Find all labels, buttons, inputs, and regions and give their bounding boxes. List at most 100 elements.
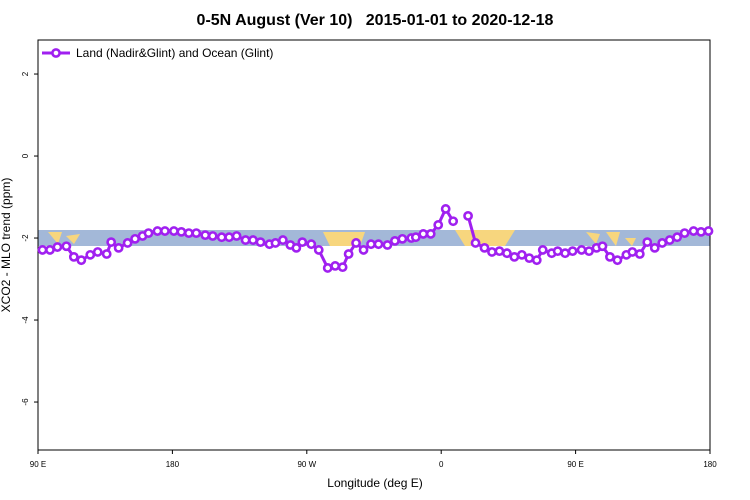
data-point (152, 226, 163, 236)
data-point (191, 228, 202, 239)
data-point (200, 230, 211, 241)
data-point (207, 231, 218, 241)
data-point (337, 262, 348, 273)
data-point (240, 235, 251, 245)
x-axis-label: Longitude (deg E) (327, 476, 422, 490)
data-point (343, 249, 354, 259)
data-point (322, 263, 333, 273)
data-point (76, 255, 87, 266)
y-tick-label: -2 (21, 234, 30, 242)
x-tick-label: 90 E (30, 460, 46, 469)
data-point (176, 226, 187, 237)
data-point (330, 261, 341, 271)
data-point (696, 226, 706, 237)
data-point (270, 238, 281, 248)
data-point (122, 238, 133, 248)
data-point (297, 237, 308, 248)
x-tick-label: 180 (703, 460, 717, 469)
data-point (516, 249, 527, 260)
y-axis-label: XCO2 - MLO trend (ppm) (0, 178, 13, 313)
chart-title: 0-5N August (Ver 10) 2015-01-01 to 2020-… (197, 12, 554, 29)
data-point (524, 253, 535, 264)
data-point (479, 242, 490, 253)
x-tick-label: 90 W (297, 460, 316, 469)
data-point (106, 237, 117, 248)
data-point (448, 216, 459, 227)
data-point (703, 226, 714, 236)
data-point (657, 238, 668, 248)
data-point (440, 204, 451, 214)
data-point (373, 239, 384, 250)
data-point (487, 247, 497, 257)
data-point (366, 239, 376, 250)
data-point (224, 232, 235, 243)
data-point (425, 229, 436, 239)
y-tick-label: 0 (21, 153, 30, 158)
data-point (688, 226, 699, 236)
data-point (433, 220, 444, 230)
data-point (92, 247, 103, 257)
data-point (351, 238, 361, 248)
data-point (85, 249, 96, 260)
data-point (231, 231, 242, 241)
data-point (560, 248, 571, 259)
data-point (664, 235, 675, 245)
data-point (509, 251, 520, 262)
data-point (537, 245, 548, 255)
data-point (358, 245, 369, 255)
data-point (248, 235, 258, 245)
data-point (160, 226, 170, 236)
data-point (37, 245, 48, 255)
data-point (576, 245, 587, 255)
x-tick-label: 90 E (567, 460, 583, 469)
data-point (61, 241, 72, 252)
x-tick-label: 0 (439, 460, 444, 469)
data-point (52, 242, 63, 252)
data-point (627, 247, 638, 257)
data-point (605, 251, 615, 262)
data-point (531, 255, 542, 266)
data-point (612, 255, 623, 266)
data-point (567, 246, 578, 257)
data-point (278, 235, 288, 245)
legend-label: Land (Nadir&Glint) and Ocean (Glint) (76, 46, 273, 60)
land-patch (48, 230, 636, 246)
data-point (130, 233, 140, 244)
data-point (634, 249, 645, 259)
data-point (313, 245, 324, 255)
data-point (584, 246, 594, 257)
data-point (679, 228, 690, 239)
x-tick-label: 180 (166, 460, 180, 469)
data-point (597, 241, 608, 252)
data-point (216, 232, 227, 243)
data-point (255, 237, 266, 248)
data-point (143, 228, 154, 239)
y-tick-label: 2 (21, 71, 30, 76)
data-point (463, 210, 473, 221)
data-point (397, 233, 408, 244)
legend-marker (51, 48, 61, 58)
plot-frame (37, 39, 711, 451)
data-point (410, 232, 421, 243)
data-point (390, 235, 400, 246)
data-point (672, 232, 683, 243)
data-point (382, 240, 393, 250)
data-point (494, 246, 505, 257)
data-point (183, 228, 194, 239)
data-point (101, 249, 112, 259)
data-point (168, 226, 179, 236)
data-point (552, 246, 563, 257)
data-point (642, 237, 653, 248)
y-tick-label: -6 (21, 398, 30, 406)
data-point (113, 242, 124, 253)
data-point (418, 229, 429, 239)
data-point (291, 242, 302, 253)
data-point (470, 238, 481, 248)
y-tick-label: -4 (21, 316, 30, 324)
data-point (649, 242, 660, 253)
data-point (45, 245, 55, 255)
data-point (502, 248, 512, 259)
data-point (68, 251, 79, 262)
data-point (306, 239, 317, 250)
